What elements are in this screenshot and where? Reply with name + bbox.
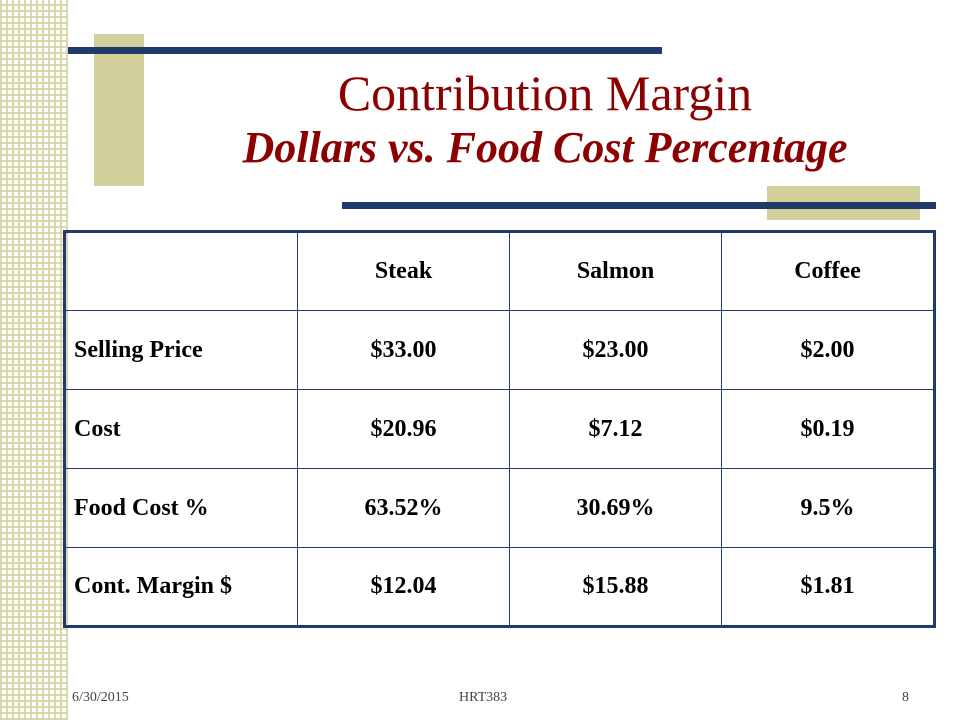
table-cell: 30.69% <box>509 468 722 548</box>
row-label-selling-price: Selling Price <box>64 310 298 390</box>
footer-date: 6/30/2015 <box>72 690 129 705</box>
row-label-cont-margin: Cont. Margin $ <box>64 547 298 627</box>
table-row: Cont. Margin $ $12.04 $15.88 $1.81 <box>64 547 935 627</box>
table-cell: $12.04 <box>297 547 510 627</box>
footer-page-number: 8 <box>902 690 909 705</box>
table-header-row: Steak Salmon Coffee <box>64 231 935 311</box>
table-cell: $23.00 <box>509 310 722 390</box>
decorative-rule-top <box>68 47 662 54</box>
decorative-rule-bottom <box>342 202 936 209</box>
decorative-block-left <box>94 34 144 186</box>
header-cell-steak: Steak <box>297 231 510 311</box>
footer-course: HRT383 <box>459 690 508 705</box>
header-cell-empty <box>64 231 298 311</box>
header-cell-coffee: Coffee <box>721 231 935 311</box>
table-row: Food Cost % 63.52% 30.69% 9.5% <box>64 468 935 548</box>
table-cell: $33.00 <box>297 310 510 390</box>
table-cell: $2.00 <box>721 310 935 390</box>
table-cell: 63.52% <box>297 468 510 548</box>
table-cell: 9.5% <box>721 468 935 548</box>
table-row: Cost $20.96 $7.12 $0.19 <box>64 389 935 469</box>
table-cell: $15.88 <box>509 547 722 627</box>
table-cell: $7.12 <box>509 389 722 469</box>
side-grid-pattern <box>0 0 68 720</box>
header-cell-salmon: Salmon <box>509 231 722 311</box>
row-label-cost: Cost <box>64 389 298 469</box>
row-label-food-cost-percent: Food Cost % <box>64 468 298 548</box>
title-main: Contribution Margin <box>337 65 753 121</box>
contribution-margin-table: Steak Salmon Coffee Selling Price $33.00… <box>63 230 936 628</box>
table-row: Selling Price $33.00 $23.00 $2.00 <box>64 310 935 390</box>
slide-title: Contribution Margin Dollars vs. Food Cos… <box>170 64 920 174</box>
table-cell: $20.96 <box>297 389 510 469</box>
table-cell: $1.81 <box>721 547 935 627</box>
table-cell: $0.19 <box>721 389 935 469</box>
title-subtitle: Dollars vs. Food Cost Percentage <box>242 123 848 172</box>
